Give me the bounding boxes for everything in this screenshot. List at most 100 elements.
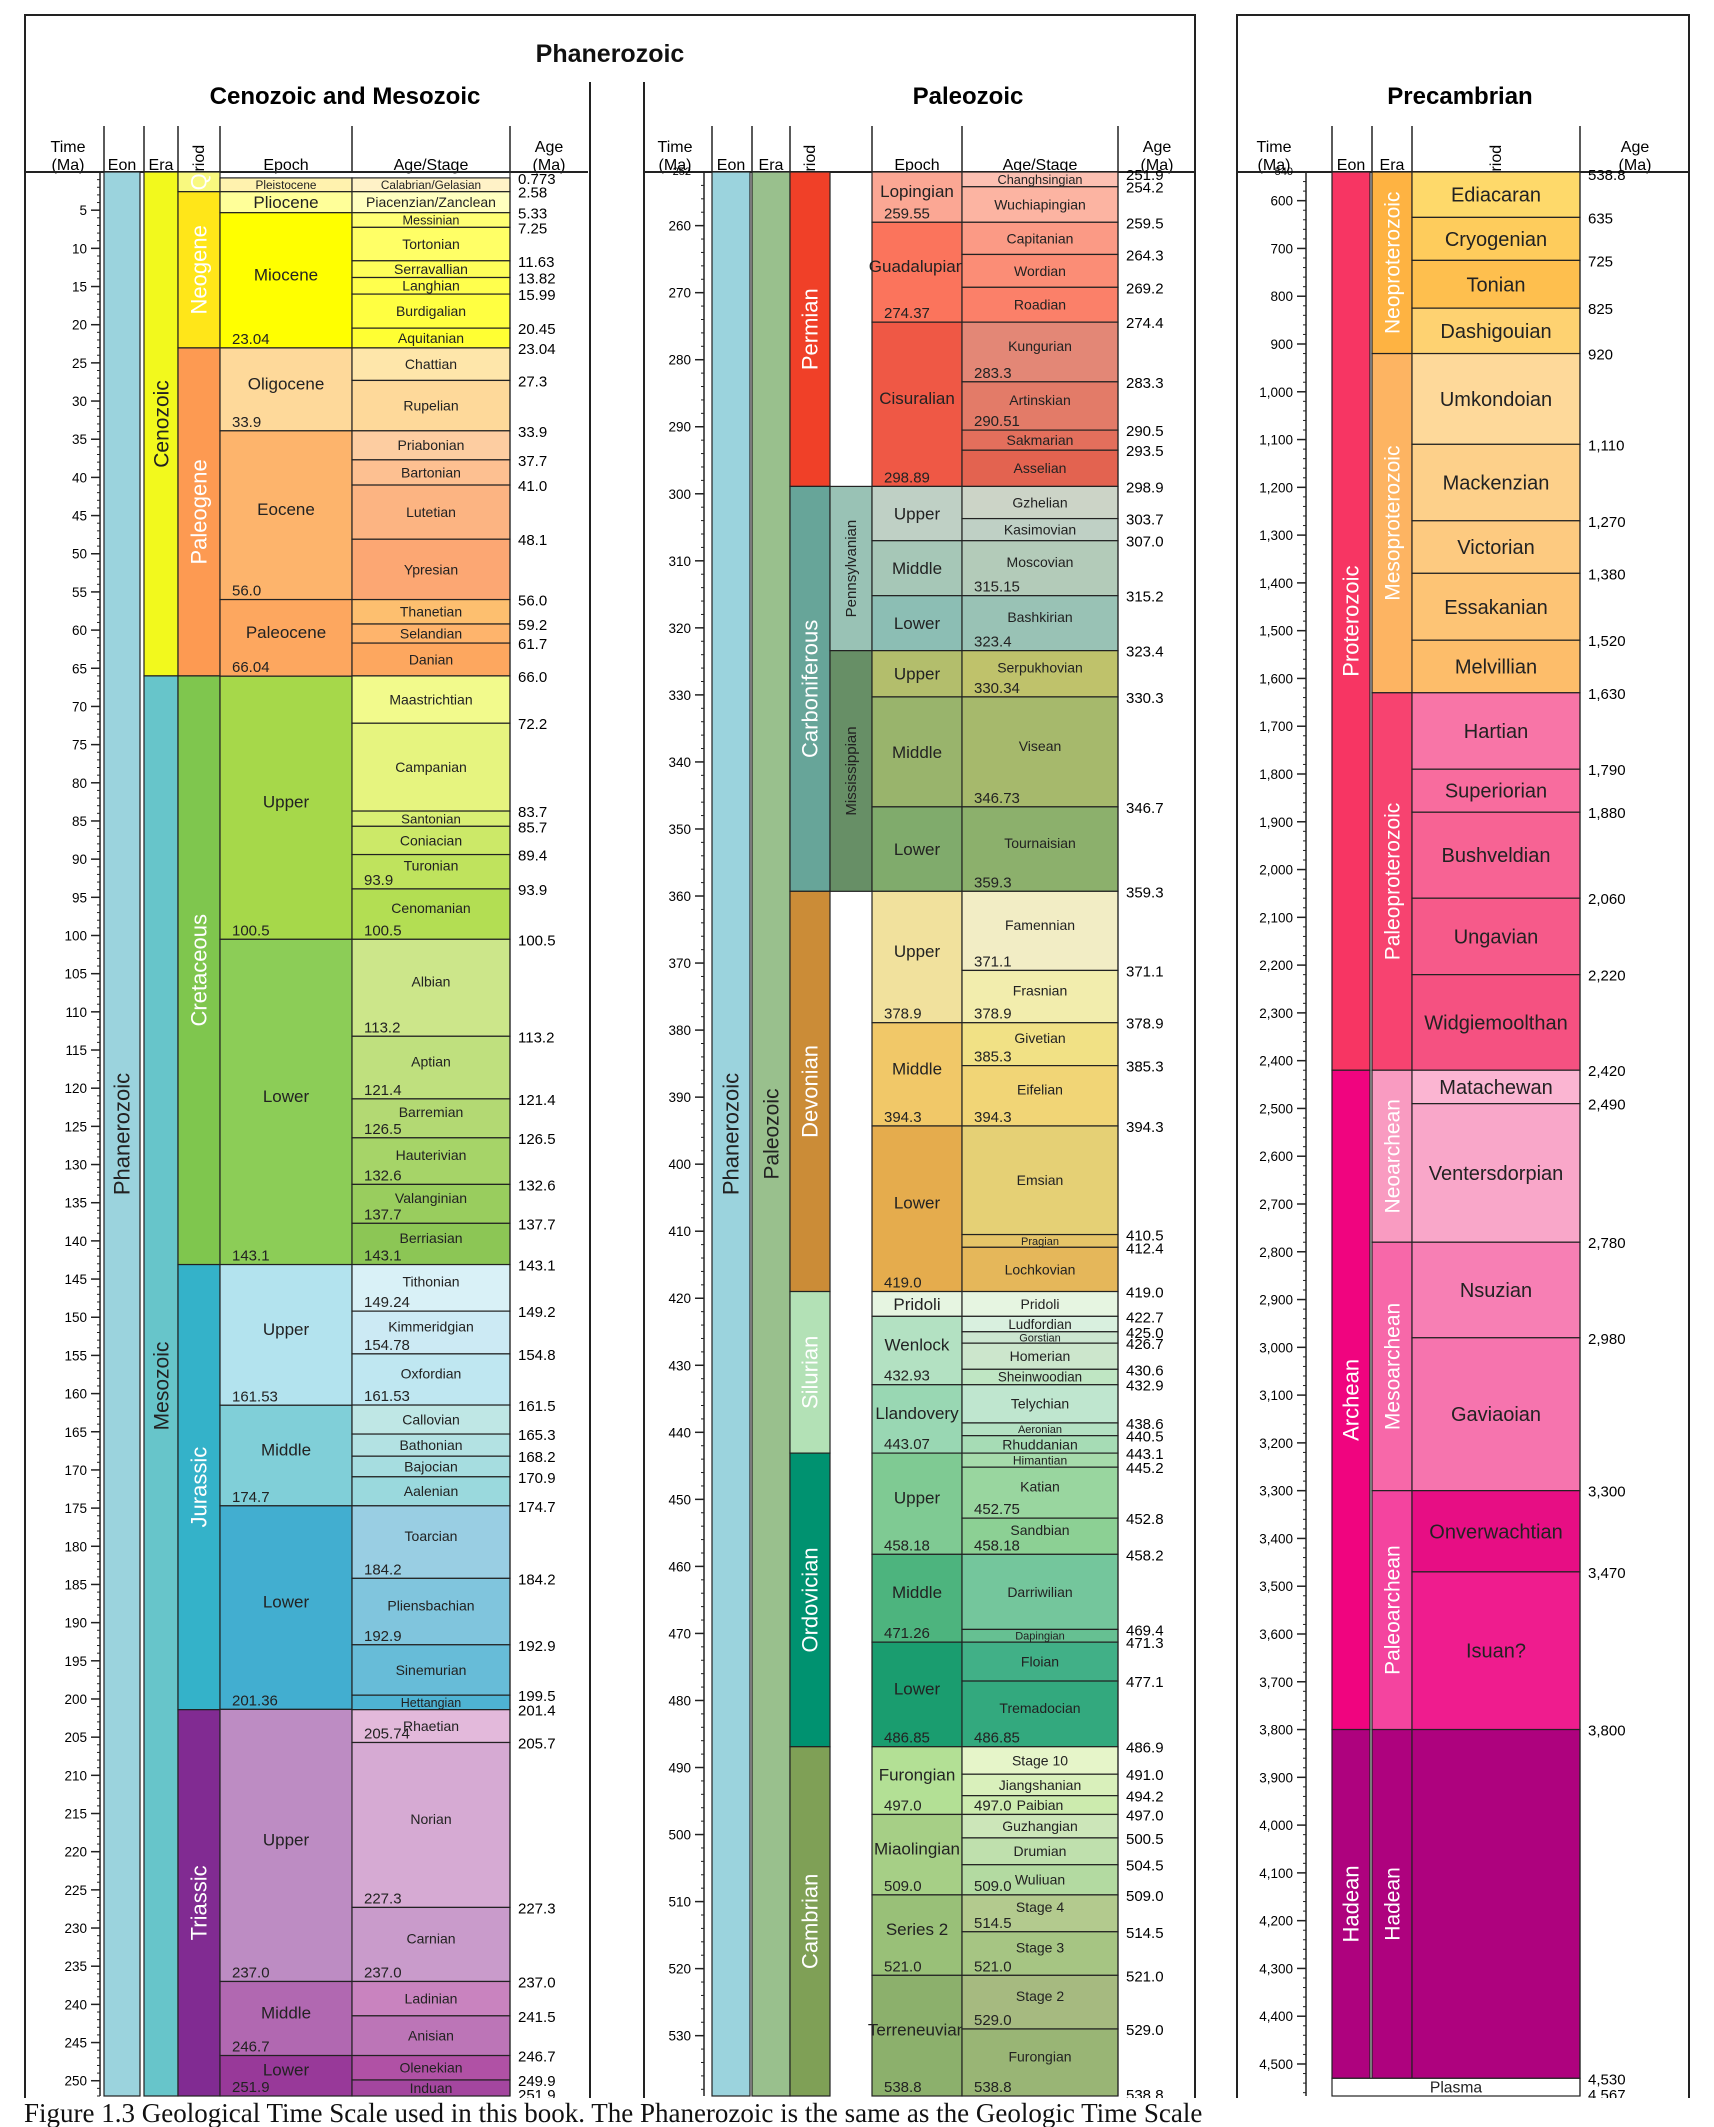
tick-label: 400 (668, 1157, 691, 1172)
stage-label-olenekian: Olenekian (399, 2060, 462, 2076)
period-band-widgiemoolthan (1411, 974, 1581, 1071)
epoch-band-middle (871, 696, 963, 808)
age-label-494-2: 494.2 (1126, 1789, 1164, 1806)
epoch-band-wenlock (871, 1315, 963, 1386)
tick-label: 90 (72, 852, 87, 867)
stage-label-capitanian: Capitanian (1007, 230, 1074, 246)
stage-label-kungurian: Kungurian (1008, 338, 1072, 354)
header-time-unit: (Ma) (659, 157, 692, 174)
stage-label-thanetian: Thanetian (400, 604, 462, 620)
epoch-boundary-538-8: 538.8 (884, 2079, 922, 2096)
stage-band-priabonian (351, 430, 511, 461)
age-label-201-4: 201.4 (518, 1703, 556, 1720)
epoch-label-pleistocene: Pleistocene (256, 179, 317, 192)
age-label-246-7: 246.7 (518, 2049, 556, 2066)
era-band-mesoproterozoic (1371, 352, 1413, 694)
stage-label-stage-3: Stage 3 (1016, 1939, 1064, 1955)
age-label-1-380: 1,380 (1588, 566, 1626, 583)
epoch-band-series-2 (871, 1894, 963, 1976)
age-label-113-2: 113.2 (518, 1029, 554, 1046)
period-band-nsuzian (1411, 1241, 1581, 1339)
period-label-superiorian: Superiorian (1445, 781, 1547, 803)
stage-label-paibian: Paibian (1017, 1797, 1064, 1813)
epoch-boundary-378-9: 378.9 (884, 1006, 922, 1023)
era-band-paleozoic (751, 171, 791, 2097)
panel-title-paleozoic: Paleozoic (913, 83, 1024, 110)
age-label-491-0: 491.0 (1126, 1767, 1164, 1784)
age-label-241-5: 241.5 (518, 2009, 556, 2026)
era-band-paleoproterozoic (1371, 692, 1413, 1071)
stage-boundary-137-7: 137.7 (364, 1206, 402, 1223)
stage-label-telychian: Telychian (1011, 1396, 1069, 1412)
age-label-477-1: 477.1 (1126, 1674, 1164, 1691)
epoch-label-miaolingian: Miaolingian (874, 1840, 960, 1859)
era-label-paleoproterozoic: Paleoproterozoic (1381, 803, 1404, 961)
age-label-1-110: 1,110 (1588, 437, 1624, 454)
stage-band-rupelian (351, 379, 511, 432)
epoch-band-upper (871, 890, 963, 1024)
epoch-band-llandovery (871, 1384, 963, 1454)
stage-label-katian: Katian (1020, 1479, 1060, 1495)
stage-label-givetian: Givetian (1014, 1030, 1065, 1046)
tick-label: 225 (64, 1883, 87, 1898)
stage-label-rhuddanian: Rhuddanian (1002, 1436, 1078, 1452)
period-label-dashigouian: Dashigouian (1440, 321, 1551, 343)
tick-label: 45 (72, 509, 87, 524)
period-band-devonian (789, 890, 831, 1293)
age-label-83-7: 83.7 (518, 804, 547, 821)
tick-label: 155 (64, 1348, 87, 1363)
age-label-378-9: 378.9 (1126, 1016, 1164, 1033)
age-label-11-63: 11.63 (518, 254, 554, 271)
period-band-triassic (177, 1709, 221, 2097)
header-age: Age (1621, 139, 1650, 156)
stage-band-rhaetian (351, 1709, 511, 1744)
tick-label: 1,500 (1259, 624, 1293, 639)
tick-label: 40 (72, 470, 87, 485)
stage-boundary-121-4: 121.4 (364, 1082, 402, 1099)
epoch-label-upper: Upper (894, 1489, 941, 1508)
age-label-170-9: 170.9 (518, 1470, 556, 1487)
epoch-boundary-143-1: 143.1 (232, 1248, 270, 1265)
stage-band-albian (351, 938, 511, 1037)
stage-label-himantian: Himantian (1013, 1453, 1067, 1467)
era-label-paleoarchean: Paleoarchean (1381, 1545, 1404, 1675)
stage-label-rhaetian: Rhaetian (403, 1718, 459, 1734)
stage-label-artinskian: Artinskian (1009, 392, 1070, 408)
age-label-72-2: 72.2 (518, 716, 547, 733)
stage-label-priabonian: Priabonian (398, 437, 465, 453)
tick-label: 300 (668, 487, 691, 502)
epoch-band-middle (871, 1022, 963, 1127)
tick-label: 290 (668, 420, 691, 435)
epoch-band-middle (871, 1553, 963, 1643)
stage-boundary-323-4: 323.4 (974, 634, 1012, 651)
stage-band-tournaisian (961, 806, 1119, 892)
epoch-label-llandovery: Llandovery (875, 1404, 959, 1423)
stage-label-drumian: Drumian (1014, 1843, 1067, 1859)
age-label-168-2: 168.2 (518, 1449, 556, 1466)
stage-band-hauterivian (351, 1137, 511, 1185)
period-band-gaviaoian (1411, 1337, 1581, 1492)
era-label-mesoarchean: Mesoarchean (1381, 1303, 1404, 1430)
epoch-label-middle: Middle (261, 2003, 311, 2022)
stage-band-kimmeridgian (351, 1310, 511, 1355)
figure-title: Phanerozoic (535, 40, 685, 68)
age-label-149-2: 149.2 (518, 1304, 556, 1321)
tick-label: 2,100 (1259, 910, 1293, 925)
stage-boundary-486-85: 486.85 (974, 1730, 1020, 1747)
epoch-band-middle (871, 540, 963, 597)
stage-boundary-149-24: 149.24 (364, 1294, 410, 1311)
stage-label-toarcian: Toarcian (405, 1528, 458, 1544)
period-label-plasma: Plasma (1430, 2080, 1482, 2097)
age-label-514-5: 514.5 (1126, 1925, 1164, 1942)
stage-band-wuchiapingian (961, 186, 1119, 223)
age-label-161-5: 161.5 (518, 1398, 556, 1415)
age-label-4-530: 4,530 (1588, 2071, 1626, 2088)
stage-label-wuliuan: Wuliuan (1015, 1872, 1065, 1888)
age-label-274-4: 274.4 (1126, 315, 1164, 332)
era-band-neoarchean (1371, 1069, 1413, 1243)
age-label-497-0: 497.0 (1126, 1807, 1164, 1824)
period-band-cambrian (789, 1746, 831, 2097)
age-label-20-45: 20.45 (518, 321, 556, 338)
age-label-132-6: 132.6 (518, 1177, 556, 1194)
tick-label: 380 (668, 1023, 691, 1038)
